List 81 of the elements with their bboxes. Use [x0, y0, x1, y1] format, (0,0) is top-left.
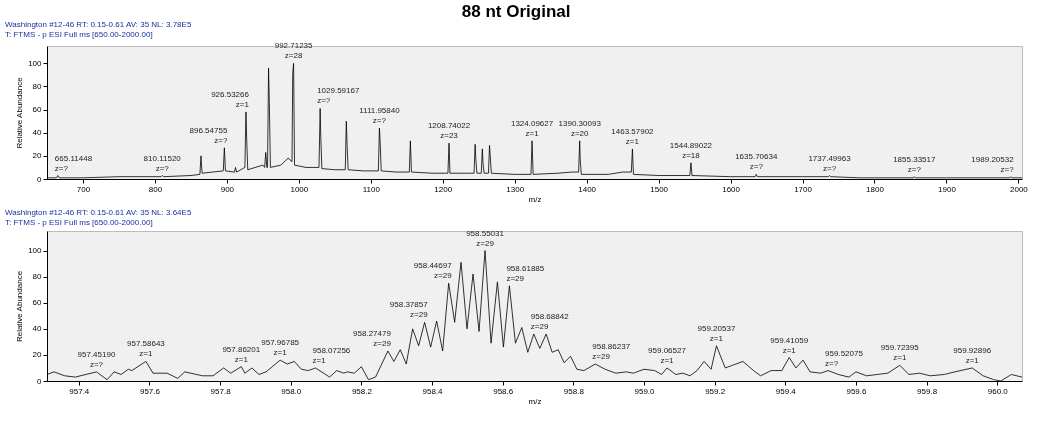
- y-axis-title: Relative Abundance: [15, 76, 25, 149]
- x-tick-label: 700: [76, 184, 91, 194]
- y-tick-label: 40: [32, 128, 43, 138]
- x-tick-label: 900: [220, 184, 235, 194]
- x-tick-label: 959.0: [634, 386, 656, 396]
- y-tick-label: 60: [32, 298, 43, 308]
- annotation: 810.11520 z=?: [143, 153, 182, 173]
- y-tick-label: 100: [28, 58, 43, 68]
- annotation: 958.07256 z=1: [312, 345, 351, 365]
- x-tick-label: 958.6: [493, 386, 514, 396]
- x-tick-label: 1800: [866, 184, 885, 194]
- annotation: 958.55031 z=29: [466, 228, 505, 248]
- annotation: 959.06527 z=1: [648, 345, 687, 365]
- annotation: 1544.89022 z=18: [669, 140, 713, 160]
- x-tick-label: 1600: [722, 184, 741, 194]
- x-tick-label: 958.2: [351, 386, 373, 396]
- annotation: 957.86201 z=1: [222, 344, 261, 364]
- x-axis-title: m/z: [528, 194, 542, 204]
- y-tick-label: 0: [37, 376, 43, 386]
- y-tick-label: 80: [32, 81, 43, 91]
- y-tick-label: 80: [32, 272, 43, 282]
- annotation: 959.52075 z=?: [825, 348, 864, 368]
- annotation: 1324.09627 z=1: [510, 118, 554, 138]
- annotation: 1390.30093 z=20: [558, 118, 602, 138]
- chart-subtitle: Washington #12-46 RT: 0.15-0.61 AV: 35 NL: 3.64E5 T: FTMS - p ESI Full ms [650.00-2000.00]: [5, 207, 192, 227]
- x-tick-label: 958.0: [281, 386, 302, 396]
- annotation: 1111.95840 z=?: [359, 106, 401, 126]
- x-tick-label: 957.6: [139, 386, 161, 396]
- annotation: 959.41059 z=1: [770, 335, 809, 355]
- annotation: 959.20537 z=1: [697, 323, 736, 343]
- annotation: 1463.57902 z=1: [611, 126, 655, 146]
- x-tick-label: 959.8: [917, 386, 938, 396]
- annotation: 1989.20532 z=?: [971, 154, 1015, 174]
- x-tick-label: 2000: [1010, 184, 1029, 194]
- y-tick-label: 100: [28, 246, 43, 256]
- annotation: 959.92896 z=1: [953, 345, 992, 365]
- x-tick-label: 960.0: [987, 386, 1009, 396]
- annotation: 1635.70634 z=?: [735, 152, 778, 172]
- chart-subtitle: Washington #12-46 RT: 0.15-0.61 AV: 35 NL: 3.78E5 T: FTMS - p ESI Full ms [650.00-2000.00]: [5, 20, 192, 40]
- x-tick-label: 1200: [434, 184, 453, 194]
- x-tick-label: 957.8: [210, 386, 232, 396]
- annotation: 958.27479 z=29: [353, 329, 392, 348]
- chart-title: 88 nt Original: [461, 1, 571, 21]
- annotation: 958.37857 z=29: [389, 300, 429, 320]
- x-tick-label: 800: [148, 184, 163, 194]
- annotation: 1029.59167 z=?: [317, 86, 360, 106]
- annotation: 992.71235 z=28: [274, 41, 314, 61]
- annotation: 926.53266 z=1: [211, 89, 250, 109]
- annotation: 958.44697 z=29: [413, 261, 453, 281]
- x-axis-title: m/z: [528, 396, 542, 406]
- annotation: 1208.74022 z=23: [427, 121, 471, 141]
- annotation: 958.61885 z=29: [506, 263, 545, 283]
- x-tick-label: 959.2: [705, 386, 726, 396]
- y-tick-label: 20: [32, 350, 43, 360]
- x-tick-label: 1700: [794, 184, 813, 194]
- annotation: 957.96785 z=1: [261, 338, 300, 358]
- x-tick-label: 1900: [938, 184, 957, 194]
- x-tick-label: 1100: [362, 184, 381, 194]
- annotation: 958.68842 z=29: [530, 312, 570, 332]
- y-axis-title: Relative Abundance: [15, 270, 25, 343]
- annotation: 896.54755 z=?: [189, 125, 228, 145]
- x-tick-label: 957.4: [69, 386, 90, 396]
- annotation: 959.72395 z=1: [880, 343, 920, 363]
- annotation: 1855.33517 z=?: [893, 154, 936, 174]
- x-tick-label: 1400: [578, 184, 597, 194]
- x-tick-label: 1300: [506, 184, 525, 194]
- x-tick-label: 959.6: [846, 386, 868, 396]
- x-tick-label: 958.4: [422, 386, 444, 396]
- y-tick-label: 0: [37, 174, 43, 184]
- x-tick-label: 1000: [290, 184, 309, 194]
- y-tick-label: 20: [32, 151, 43, 161]
- annotation: 957.58643 z=1: [127, 339, 166, 359]
- annotation: 958.86237 z=29: [592, 342, 631, 362]
- annotation: 957.45190 z=?: [77, 349, 116, 369]
- y-tick-label: 40: [32, 324, 43, 334]
- annotation: 1737.49963 z=?: [808, 153, 852, 173]
- x-tick-label: 959.4: [775, 386, 797, 396]
- annotation: 665.11448 z=?: [54, 153, 93, 173]
- x-tick-label: 1500: [650, 184, 669, 194]
- y-tick-label: 60: [32, 105, 43, 115]
- x-tick-label: 958.8: [563, 386, 585, 396]
